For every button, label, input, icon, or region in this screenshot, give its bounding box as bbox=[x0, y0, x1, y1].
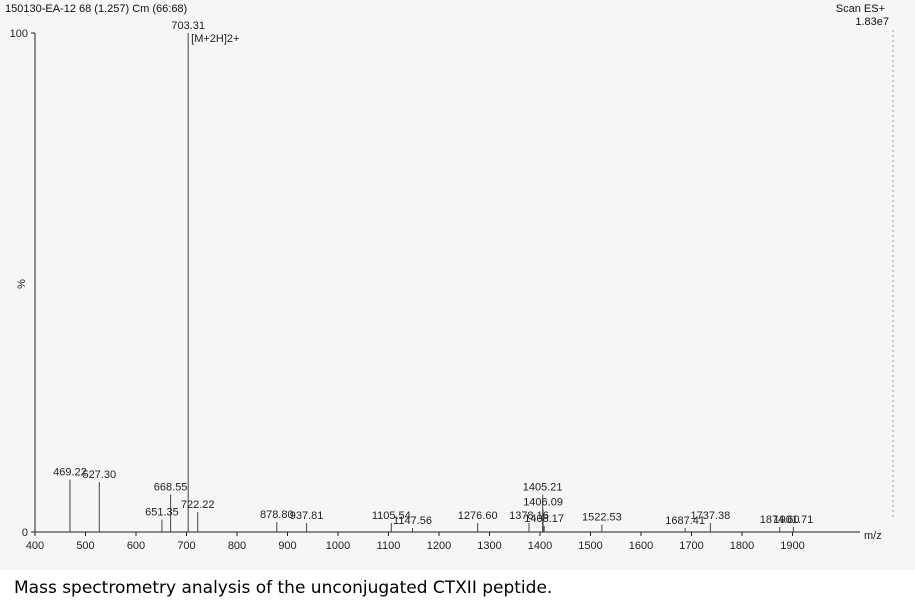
x-tick-label: 1300 bbox=[477, 540, 501, 552]
peak-label: 1522.53 bbox=[582, 512, 622, 524]
peak-label: 527.30 bbox=[82, 469, 116, 481]
peak-label: 1378.16 bbox=[509, 510, 549, 522]
spectrum-scan-background bbox=[0, 0, 915, 570]
peak-label: 668.55 bbox=[154, 482, 188, 494]
x-tick-label: 500 bbox=[76, 540, 94, 552]
y-axis-label: % bbox=[16, 279, 28, 289]
x-tick-label: 1000 bbox=[326, 540, 350, 552]
peak-label: 1147.56 bbox=[393, 515, 432, 527]
sample-header: 150130-EA-12 68 (1.257) Cm (66:68) bbox=[5, 3, 187, 15]
x-tick-label: 1500 bbox=[578, 540, 602, 552]
peak-label: 469.22 bbox=[53, 467, 87, 479]
annotations: [M+2H]2+ bbox=[191, 33, 239, 45]
figure-caption: Mass spectrometry analysis of the unconj… bbox=[14, 578, 553, 598]
y-tick-label: 100 bbox=[10, 28, 28, 40]
peak-label: 722.22 bbox=[181, 499, 215, 511]
peak-label: 1737.38 bbox=[690, 510, 730, 522]
x-tick-label: 400 bbox=[26, 540, 44, 552]
mass-spectrum-chart: 150130-EA-12 68 (1.257) Cm (66:68) Scan … bbox=[5, 3, 894, 552]
peak-label: 1105.54 bbox=[372, 510, 411, 522]
x-tick-label: 700 bbox=[177, 540, 195, 552]
intensity-label: 1.83e7 bbox=[855, 16, 889, 28]
x-tick-label: 1200 bbox=[427, 540, 451, 552]
peak-annotation: [M+2H]2+ bbox=[191, 33, 239, 45]
x-tick-label: 1100 bbox=[377, 540, 401, 552]
peak-label: 1687.41 bbox=[665, 515, 705, 527]
peak-label: 1406.09 bbox=[523, 497, 563, 509]
peak-label: 937.81 bbox=[290, 510, 324, 522]
axis-ticks: 400 500 600 700 800 900 1000 1100 1200 1300 1400 15… bbox=[10, 28, 805, 552]
x-tick-label: 1600 bbox=[629, 540, 653, 552]
x-axis-label: m/z bbox=[864, 530, 882, 542]
peak-label: 703.31 bbox=[171, 20, 205, 32]
x-tick-label: 600 bbox=[127, 540, 145, 552]
peak-label: 1874.60 bbox=[760, 514, 800, 526]
peak-label: 1276.60 bbox=[458, 510, 498, 522]
y-tick-label: 0 bbox=[22, 527, 28, 539]
peak-label: 1408.17 bbox=[524, 513, 564, 525]
peak-label: 651.35 bbox=[145, 507, 179, 519]
x-tick-label: 1900 bbox=[780, 540, 804, 552]
peak-label: 1901.71 bbox=[773, 514, 813, 526]
x-tick-label: 1800 bbox=[730, 540, 754, 552]
peak-sticks bbox=[69, 33, 794, 532]
x-tick-label: 800 bbox=[228, 540, 246, 552]
x-tick-label: 900 bbox=[278, 540, 296, 552]
peak-label: 878.80 bbox=[260, 509, 294, 521]
x-tick-label: 1700 bbox=[679, 540, 703, 552]
peak-label: 1405.21 bbox=[523, 482, 563, 494]
scan-mode-label: Scan ES+ bbox=[836, 3, 885, 15]
x-tick-label: 1400 bbox=[528, 540, 552, 552]
